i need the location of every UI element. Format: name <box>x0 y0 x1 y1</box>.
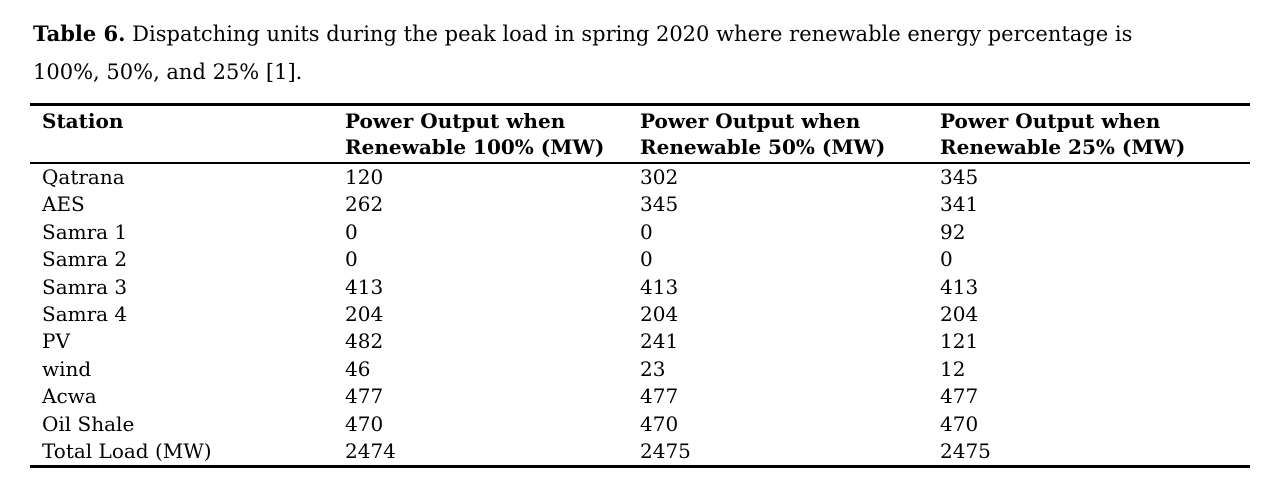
cell-value: 0 <box>940 247 953 272</box>
table-row: PV 482 241 121 <box>30 328 1250 355</box>
cell-value: 2475 <box>940 439 991 464</box>
cell-value: 477 <box>640 384 679 409</box>
cell-station: Total Load (MW) <box>42 439 212 464</box>
cell-value: 345 <box>940 165 979 189</box>
table-row: wind 46 23 12 <box>30 356 1250 383</box>
table-row-total: Total Load (MW) 2474 2475 2475 <box>30 438 1250 467</box>
cell-value: 204 <box>640 302 679 327</box>
header-line: Station <box>42 109 124 133</box>
header-line: Renewable 100% (MW) <box>345 135 605 159</box>
header-line: Power Output when <box>345 109 566 133</box>
cell-value: 302 <box>640 165 679 189</box>
cell-value: 0 <box>640 247 653 272</box>
table-row: Samra 2 0 0 0 <box>30 246 1250 273</box>
cell-station: PV <box>42 329 70 354</box>
cell-value: 413 <box>640 274 679 299</box>
cell-value: 2474 <box>345 439 396 464</box>
header-line: Renewable 25% (MW) <box>940 135 1186 159</box>
cell-value: 12 <box>940 356 966 381</box>
cell-station: Samra 3 <box>42 274 128 299</box>
cell-value: 23 <box>640 356 666 381</box>
cell-value: 92 <box>940 219 966 244</box>
column-header-renewable-50: Power Output when Renewable 50% (MW) <box>628 105 928 164</box>
caption-line-1: Table 6. Dispatching units during the pe… <box>33 15 1253 53</box>
cell-value: 121 <box>940 329 979 354</box>
table-row: Oil Shale 470 470 470 <box>30 411 1250 438</box>
table-caption: Table 6. Dispatching units during the pe… <box>33 15 1253 91</box>
cell-value: 0 <box>345 247 358 272</box>
cell-value: 482 <box>345 329 384 354</box>
cell-station: wind <box>42 356 92 381</box>
cell-value: 470 <box>940 411 979 436</box>
cell-value: 46 <box>345 356 371 381</box>
table-body: Qatrana 120 302 345 AES 262 345 341 Samr… <box>30 163 1250 467</box>
cell-value: 0 <box>345 219 358 244</box>
cell-station: Oil Shale <box>42 411 135 436</box>
table-row: Samra 1 0 0 92 <box>30 219 1250 246</box>
table-header: Station Power Output when Renewable 100%… <box>30 105 1250 164</box>
column-header-station: Station <box>30 105 333 164</box>
cell-value: 0 <box>640 219 653 244</box>
column-header-renewable-100: Power Output when Renewable 100% (MW) <box>333 105 628 164</box>
cell-station: Samra 4 <box>42 302 128 327</box>
cell-value: 470 <box>345 411 384 436</box>
cell-value: 413 <box>940 274 979 299</box>
cell-value: 2475 <box>640 439 691 464</box>
column-header-renewable-25: Power Output when Renewable 25% (MW) <box>928 105 1250 164</box>
caption-line-2: 100%, 50%, and 25% [1]. <box>33 60 303 84</box>
dispatch-units-table: Station Power Output when Renewable 100%… <box>30 103 1250 469</box>
table-row: Qatrana 120 302 345 <box>30 163 1250 191</box>
table-row: Acwa 477 477 477 <box>30 383 1250 410</box>
cell-value: 477 <box>940 384 979 409</box>
cell-station: Qatrana <box>42 165 125 189</box>
cell-value: 470 <box>640 411 679 436</box>
cell-value: 241 <box>640 329 679 354</box>
cell-value: 204 <box>940 302 979 327</box>
cell-station: Acwa <box>42 384 97 409</box>
header-line: Renewable 50% (MW) <box>640 135 886 159</box>
cell-station: Samra 2 <box>42 247 128 272</box>
cell-value: 477 <box>345 384 384 409</box>
cell-value: 262 <box>345 192 384 217</box>
caption-text: Dispatching units during the peak load i… <box>132 22 1133 46</box>
cell-station: Samra 1 <box>42 219 128 244</box>
table-row: AES 262 345 341 <box>30 191 1250 218</box>
header-row: Station Power Output when Renewable 100%… <box>30 105 1250 164</box>
cell-value: 345 <box>640 192 679 217</box>
table-row: Samra 4 204 204 204 <box>30 301 1250 328</box>
header-line: Power Output when <box>940 109 1161 133</box>
header-line: Power Output when <box>640 109 861 133</box>
cell-station: AES <box>42 192 85 217</box>
caption-table-number: Table 6. <box>33 21 126 46</box>
cell-value: 204 <box>345 302 384 327</box>
cell-value: 413 <box>345 274 384 299</box>
table-row: Samra 3 413 413 413 <box>30 274 1250 301</box>
cell-value: 341 <box>940 192 979 217</box>
cell-value: 120 <box>345 165 384 189</box>
